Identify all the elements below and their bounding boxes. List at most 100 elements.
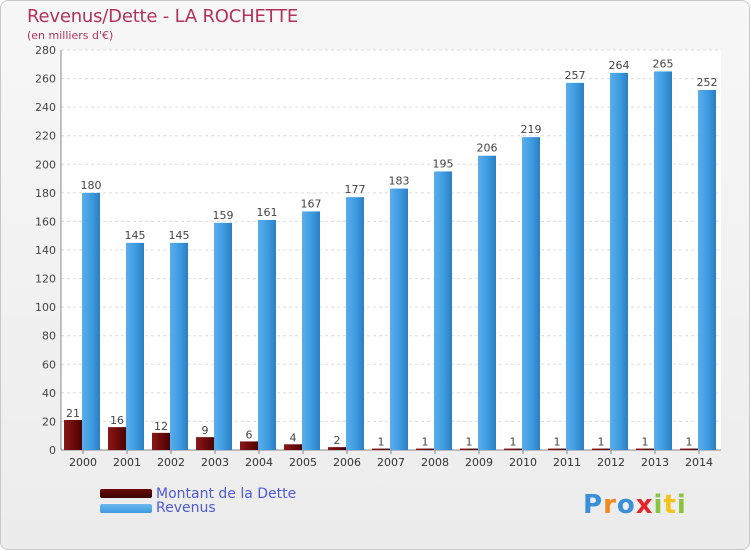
bar-revenus xyxy=(346,197,364,450)
bar-label-dette: 1 xyxy=(510,436,517,449)
bar-dette xyxy=(460,448,478,450)
y-tick-label: 100 xyxy=(35,301,56,314)
bar-label-revenus: 145 xyxy=(125,229,146,242)
bar-label-dette: 1 xyxy=(598,436,605,449)
bar-revenus xyxy=(566,82,584,450)
bar-label-dette: 12 xyxy=(154,420,168,433)
bar-label-revenus: 219 xyxy=(521,123,542,136)
x-tick-label: 2006 xyxy=(333,456,361,469)
bar-revenus xyxy=(698,90,716,450)
x-tick-label: 2011 xyxy=(553,456,581,469)
bar-label-dette: 16 xyxy=(110,414,124,427)
bar-revenus xyxy=(434,171,452,450)
bar-revenus xyxy=(170,242,188,450)
x-tick-label: 2009 xyxy=(465,456,493,469)
chart-subtitle: (en milliers d'€) xyxy=(27,29,114,42)
bar-dette xyxy=(284,444,302,450)
bar-label-revenus: 252 xyxy=(697,76,718,89)
legend-label-revenus: Revenus xyxy=(156,500,216,516)
y-tick-label: 120 xyxy=(35,273,56,286)
bar-dette xyxy=(636,448,654,450)
y-tick-label: 40 xyxy=(42,387,56,400)
bar-label-dette: 1 xyxy=(466,436,473,449)
bar-label-revenus: 167 xyxy=(301,197,322,210)
y-tick-label: 20 xyxy=(42,415,56,428)
bar-label-dette: 9 xyxy=(202,424,209,437)
bar-dette xyxy=(328,447,346,450)
bar-dette xyxy=(592,448,610,450)
bar-label-revenus: 206 xyxy=(477,142,498,155)
y-tick-label: 280 xyxy=(35,44,56,57)
bar-label-dette: 1 xyxy=(378,436,385,449)
y-tick-label: 0 xyxy=(49,444,56,457)
bar-label-revenus: 145 xyxy=(169,229,190,242)
bar-label-revenus: 195 xyxy=(433,157,454,170)
bar-dette xyxy=(240,441,258,450)
y-tick-label: 240 xyxy=(35,101,56,114)
x-tick-label: 2007 xyxy=(377,456,405,469)
legend-swatch-dette xyxy=(100,489,152,498)
y-tick-label: 140 xyxy=(35,244,56,257)
bar-label-dette: 1 xyxy=(686,436,693,449)
bar-revenus xyxy=(654,71,672,450)
bar-revenus xyxy=(610,72,628,450)
bar-label-revenus: 180 xyxy=(81,179,102,192)
y-tick-label: 160 xyxy=(35,215,56,228)
bar-dette xyxy=(548,448,566,450)
legend-swatch-revenus xyxy=(100,504,152,513)
bar-dette xyxy=(196,437,214,450)
chart-title: Revenus/Dette - LA ROCHETTE xyxy=(27,6,299,27)
x-tick-label: 2004 xyxy=(245,456,273,469)
bar-revenus xyxy=(214,222,232,450)
y-tick-label: 220 xyxy=(35,130,56,143)
x-tick-label: 2003 xyxy=(201,456,229,469)
bar-label-revenus: 265 xyxy=(653,57,674,70)
bar-label-revenus: 159 xyxy=(213,209,234,222)
logo-letter: x xyxy=(635,490,654,520)
bar-revenus xyxy=(82,192,100,450)
x-tick-label: 2010 xyxy=(509,456,537,469)
x-tick-label: 2012 xyxy=(597,456,625,469)
x-tick-label: 2014 xyxy=(685,456,713,469)
bar-label-dette: 1 xyxy=(554,436,561,449)
bar-label-dette: 6 xyxy=(246,428,253,441)
x-tick-label: 2002 xyxy=(157,456,185,469)
bar-label-dette: 21 xyxy=(66,407,80,420)
legend-label-dette: Montant de la Dette xyxy=(156,486,297,502)
y-tick-label: 80 xyxy=(42,330,56,343)
logo-letter: P xyxy=(583,490,604,520)
bar-revenus xyxy=(478,155,496,450)
bar-dette xyxy=(152,432,170,450)
logo-letter: i xyxy=(653,490,664,520)
bar-dette xyxy=(108,427,126,450)
logo-letter: r xyxy=(603,490,617,520)
bar-label-revenus: 257 xyxy=(565,69,586,82)
bar-revenus xyxy=(126,242,144,450)
x-tick-label: 2000 xyxy=(69,456,97,469)
bar-label-revenus: 183 xyxy=(389,175,410,188)
logo-letter: o xyxy=(616,490,636,520)
y-tick-label: 200 xyxy=(35,158,56,171)
bar-dette xyxy=(416,448,434,450)
bar-label-revenus: 177 xyxy=(345,183,366,196)
bar-revenus xyxy=(302,211,320,450)
bar-revenus xyxy=(522,137,540,450)
x-tick-label: 2005 xyxy=(289,456,317,469)
bar-dette xyxy=(504,448,522,450)
bar-dette xyxy=(372,448,390,450)
y-tick-label: 180 xyxy=(35,187,56,200)
bar-dette xyxy=(64,420,82,450)
bar-label-dette: 4 xyxy=(290,431,297,444)
logo-letter: i xyxy=(676,490,687,520)
bar-revenus xyxy=(390,188,408,451)
logo-letter: t xyxy=(663,490,677,520)
bar-revenus xyxy=(258,220,276,450)
bar-label-dette: 2 xyxy=(334,434,341,447)
x-tick-label: 2001 xyxy=(113,456,141,469)
y-tick-label: 260 xyxy=(35,73,56,86)
y-tick-label: 60 xyxy=(42,358,56,371)
bar-label-dette: 1 xyxy=(642,436,649,449)
bar-label-dette: 1 xyxy=(422,436,429,449)
x-tick-label: 2013 xyxy=(641,456,669,469)
x-tick-label: 2008 xyxy=(421,456,449,469)
